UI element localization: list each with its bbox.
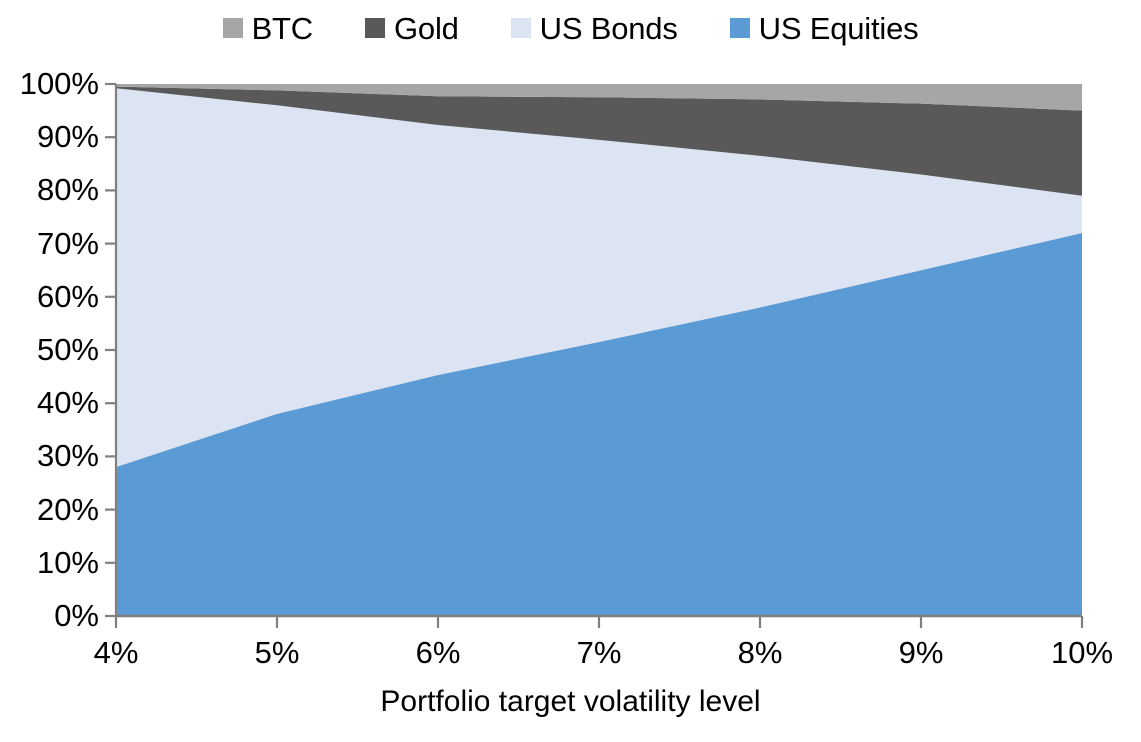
x-tick-label: 7% [576, 635, 622, 670]
legend-item-us-equities[interactable]: US Equities [729, 10, 919, 46]
legend-swatch-us-bonds [510, 18, 531, 38]
y-tick-label: 30% [36, 438, 99, 474]
legend-swatch-us-equities [729, 18, 750, 38]
area-series-us-equities [116, 232, 1082, 616]
legend-label-gold: Gold [393, 10, 459, 46]
y-tick-label: 80% [36, 172, 99, 208]
x-tick-label: 4% [93, 635, 139, 670]
legend-label-btc: BTC [251, 10, 314, 46]
x-tick-label: 10% [1050, 635, 1114, 670]
legend-swatch-btc [222, 18, 243, 38]
legend-item-btc[interactable]: BTC [222, 10, 314, 46]
legend-label-us-bonds: US Bonds [539, 10, 678, 46]
y-tick-label: 50% [36, 332, 99, 367]
x-tick-label: 5% [254, 635, 300, 670]
legend-item-gold[interactable]: Gold [364, 10, 459, 46]
legend-item-us-bonds[interactable]: US Bonds [510, 10, 678, 46]
y-tick-label: 10% [36, 544, 99, 580]
x-tick-label: 9% [898, 635, 944, 670]
x-tick-label: 8% [737, 635, 783, 670]
y-tick-label: 100% [19, 66, 99, 101]
area-series-us-bonds [116, 88, 1082, 468]
x-axis-title: Portfolio target volatility level [380, 685, 761, 718]
legend-label-us-equities: US Equities [758, 10, 919, 46]
area-series-btc [116, 84, 1082, 111]
y-tick-label: 0% [54, 598, 99, 633]
legend-swatch-gold [364, 18, 385, 38]
x-tick-label: 6% [415, 635, 461, 670]
y-tick-label: 40% [36, 385, 99, 421]
area-series-gold [116, 86, 1082, 196]
chart-legend: BTC Gold US Bonds US Equities [0, 0, 1141, 56]
y-tick-label: 20% [36, 491, 99, 527]
y-tick-label: 70% [36, 225, 99, 261]
y-tick-label: 60% [36, 278, 99, 314]
y-tick-label: 90% [36, 119, 99, 155]
